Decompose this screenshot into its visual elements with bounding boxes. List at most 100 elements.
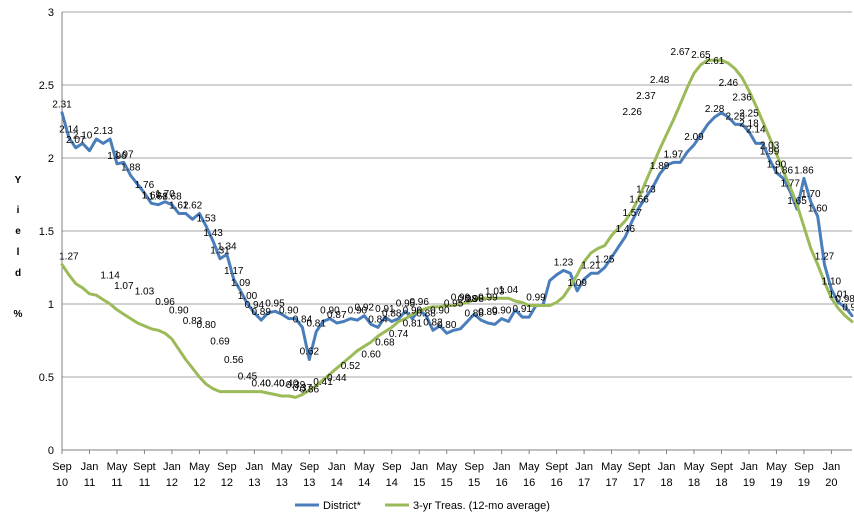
x-tick-label: 12 bbox=[166, 477, 178, 489]
data-label-treasury: 0.95 bbox=[444, 298, 464, 309]
data-label-district: 1.62 bbox=[183, 200, 203, 211]
data-label-district: 1.09 bbox=[567, 278, 587, 289]
data-label-district: 0.96 bbox=[409, 297, 429, 308]
data-label-district: 1.97 bbox=[114, 149, 134, 160]
data-label-district: 0.90 bbox=[279, 306, 299, 317]
data-label-district: 1.70 bbox=[801, 189, 821, 200]
y-axis-title-letter: % bbox=[14, 309, 23, 320]
data-label-district: 1.00 bbox=[238, 291, 258, 302]
data-labels: 2.312.142.072.10 2.131.961.971.881.761.69… bbox=[52, 47, 854, 395]
data-label-treasury: 2.36 bbox=[732, 92, 752, 103]
data-label-district: 0.95 bbox=[396, 298, 416, 309]
x-tick-label: 11 bbox=[111, 477, 122, 489]
data-label-district: 1.88 bbox=[121, 163, 141, 174]
x-tick-label: 16 bbox=[550, 477, 562, 489]
data-label-treasury: 2.03 bbox=[760, 141, 780, 152]
x-tick-label: May bbox=[601, 461, 622, 473]
data-label-district: 1.27 bbox=[815, 252, 835, 263]
data-label-district: 1.73 bbox=[636, 184, 656, 195]
data-label-treasury: 0.40 bbox=[279, 379, 299, 390]
x-tick-label: 15 bbox=[441, 477, 453, 489]
x-tick-label: Sep bbox=[382, 461, 402, 473]
data-label-treasury: 0.98 bbox=[458, 294, 478, 305]
x-tick-label: 14 bbox=[358, 477, 370, 489]
data-label-district: 1.57 bbox=[622, 208, 642, 219]
data-label-district: 0.81 bbox=[306, 319, 326, 330]
x-tick-label: 19 bbox=[770, 477, 782, 489]
data-label-district: 0.80 bbox=[437, 320, 457, 331]
x-tick-label: Jan bbox=[658, 461, 676, 473]
data-label-district: 1.89 bbox=[650, 161, 670, 172]
y-tick-label: 0.5 bbox=[39, 372, 54, 384]
data-label-district: 0.99 bbox=[451, 292, 471, 303]
data-label-treasury: 2.67 bbox=[671, 47, 691, 58]
data-label-treasury: 0.45 bbox=[238, 371, 258, 382]
data-label-district: 0.89 bbox=[478, 307, 498, 318]
data-label-treasury: 2.14 bbox=[746, 125, 766, 136]
data-label-district: 0.84 bbox=[293, 314, 313, 325]
data-label-treasury: 0.52 bbox=[341, 361, 361, 372]
data-label-district: 0.98 bbox=[835, 294, 854, 305]
data-label-district: 0.82 bbox=[423, 317, 443, 328]
x-tick-label: 15 bbox=[413, 477, 425, 489]
data-label-treasury: 0.41 bbox=[313, 377, 333, 388]
data-label-district: 0.91 bbox=[513, 304, 533, 315]
data-label-district: 0.91 bbox=[375, 304, 395, 315]
data-label-treasury: 0.69 bbox=[210, 336, 230, 347]
gridlines bbox=[62, 11, 852, 378]
x-tick-label: Jan bbox=[575, 461, 593, 473]
x-tick-label: Jan bbox=[81, 461, 99, 473]
legend: District* 3-yr Treas. (12-mo average) bbox=[295, 500, 550, 512]
x-tick-label: 14 bbox=[331, 477, 343, 489]
data-label-district: 2.09 bbox=[684, 132, 704, 143]
y-tick-label: 1 bbox=[48, 299, 54, 311]
x-tick-label: May bbox=[107, 461, 128, 473]
data-label-district: 2.14 bbox=[59, 125, 79, 136]
data-label-treasury: 0.56 bbox=[224, 355, 244, 366]
x-tick-label: 18 bbox=[660, 477, 672, 489]
x-tick-label: Sep bbox=[794, 461, 814, 473]
y-axis-title-letter: e bbox=[15, 226, 21, 237]
data-label-district: 2.28 bbox=[705, 104, 725, 115]
data-label-district: 1.60 bbox=[808, 203, 828, 214]
x-tick-label: Sept bbox=[628, 461, 651, 473]
data-label-district: 0.92 bbox=[355, 303, 375, 314]
data-label-district: 2.13 bbox=[93, 126, 113, 137]
x-tick-label: 10 bbox=[56, 477, 68, 489]
data-label-treasury: 2.26 bbox=[622, 107, 642, 118]
data-label-treasury: 0.40 bbox=[251, 379, 271, 390]
data-label-treasury: 0.74 bbox=[389, 329, 409, 340]
data-label-treasury: 0.40 bbox=[265, 379, 285, 390]
data-label-district: 1.21 bbox=[581, 260, 601, 271]
y-tick-label: 2 bbox=[48, 153, 54, 165]
x-tick-label: 11 bbox=[139, 477, 150, 489]
data-label-district: 1.09 bbox=[231, 278, 251, 289]
y-tick-label: 0 bbox=[48, 445, 54, 457]
x-tick-label: Sep bbox=[464, 461, 484, 473]
series-lines bbox=[60, 58, 854, 399]
data-label-treasury: 0.44 bbox=[327, 373, 347, 384]
x-tick-label: May bbox=[436, 461, 457, 473]
data-label-district: 1.96 bbox=[107, 151, 127, 162]
x-tick-label: 17 bbox=[633, 477, 645, 489]
x-tick-label: 17 bbox=[578, 477, 590, 489]
data-label-treasury: 0.81 bbox=[403, 319, 423, 330]
x-tick-label: Jan bbox=[328, 461, 346, 473]
x-tick-label: Jan bbox=[163, 461, 181, 473]
x-tick-label: May bbox=[519, 461, 540, 473]
x-tick-label: Sept bbox=[133, 461, 156, 473]
data-label-district: 1.01 bbox=[829, 290, 849, 301]
x-tick-label: May bbox=[766, 461, 787, 473]
data-label-treasury: 0.98 bbox=[464, 294, 484, 305]
data-label-treasury: 0.80 bbox=[197, 320, 217, 331]
data-label-district: 1.25 bbox=[595, 255, 615, 266]
data-label-treasury: 2.25 bbox=[739, 109, 759, 120]
data-label-treasury: 2.46 bbox=[719, 78, 739, 89]
data-label-district: 0.84 bbox=[368, 314, 388, 325]
x-tick-label: 13 bbox=[276, 477, 288, 489]
data-label-treasury: 2.65 bbox=[691, 50, 711, 61]
data-label-treasury: 2.48 bbox=[650, 75, 670, 86]
data-label-district: 0.95 bbox=[265, 298, 285, 309]
y-tick-label: 2.5 bbox=[39, 80, 54, 92]
